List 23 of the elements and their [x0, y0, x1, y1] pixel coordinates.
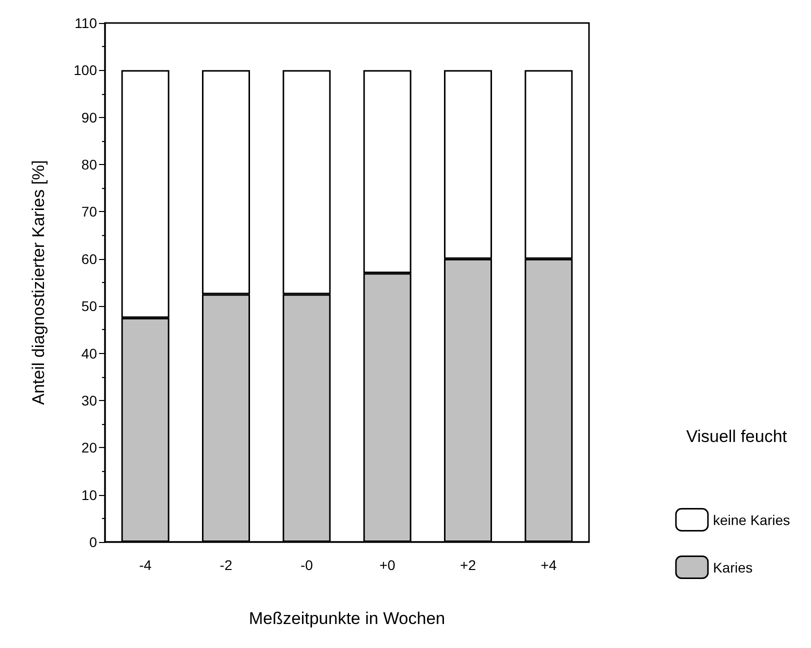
y-tick-label: 40 — [81, 345, 98, 362]
y-tick-label: 80 — [81, 156, 98, 173]
y-tick-label: 50 — [81, 298, 98, 314]
y-tick-label: 0 — [89, 534, 98, 550]
x-axis-title: Meßzeitpunkte in Wochen — [248, 609, 446, 628]
y-tick-label: 60 — [81, 250, 98, 267]
y-tick-label: 90 — [81, 109, 98, 126]
y-tick-label: 100 — [74, 62, 98, 78]
y-tick-label: 70 — [81, 204, 98, 220]
x-tick-label: +2 — [460, 557, 476, 573]
y-tick-label: 10 — [81, 486, 98, 503]
x-tick-label: -0 — [300, 557, 314, 573]
x-tick-label: +4 — [540, 557, 557, 573]
y-tick-label: 20 — [81, 440, 98, 456]
x-tick-label: +0 — [379, 557, 396, 573]
legend-title: Visuell feucht — [686, 427, 788, 446]
legend-label: Karies — [712, 559, 753, 576]
y-tick-label: 110 — [74, 15, 98, 31]
y-tick-label: 30 — [81, 392, 98, 408]
x-tick-label: -4 — [139, 557, 152, 573]
y-axis-title: Anteil diagnostizierter Karies [%] — [29, 160, 48, 405]
legend-label: keine Karies — [712, 512, 790, 528]
x-tick-label: -2 — [220, 557, 232, 573]
